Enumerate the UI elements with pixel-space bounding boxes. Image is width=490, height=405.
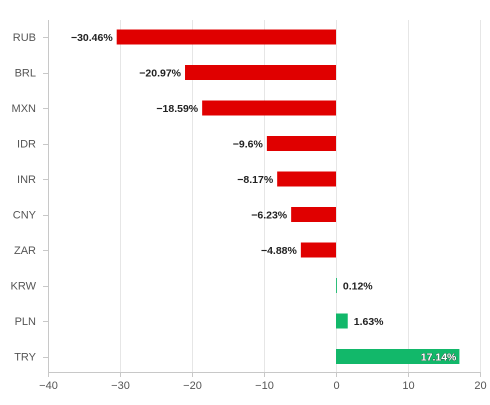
bar [291, 207, 336, 222]
bar [300, 242, 336, 258]
labels: RUB −30.46% BRL −20.97% MXN −18.59% IDR −9.6% IN… [11, 32, 458, 364]
x-tick-label: 10 [402, 380, 414, 392]
bar [336, 313, 348, 329]
x-tick-label: 20 [474, 380, 486, 392]
axes: −40 −30 −20 −10 0 10 20 [39, 20, 487, 392]
value-label: −9.6% [233, 139, 264, 151]
x-tick-label: −20 [183, 380, 202, 392]
bars [116, 29, 460, 364]
value-label: −20.97% [139, 68, 181, 80]
value-label: −4.88% [261, 245, 298, 257]
category-label: INR [17, 174, 36, 186]
category-label: KRW [11, 281, 37, 293]
bar [266, 136, 336, 151]
category-label: PLN [15, 316, 36, 328]
value-label: −8.17% [237, 174, 274, 186]
bar [336, 349, 460, 364]
category-label: IDR [17, 139, 36, 151]
x-tick-label: −10 [255, 380, 274, 392]
bar [277, 171, 336, 187]
category-label: CNY [13, 210, 37, 222]
category-label: TRY [14, 352, 36, 364]
x-tick-label: 0 [333, 380, 339, 392]
bar [336, 278, 337, 293]
x-tick-label: −30 [111, 380, 130, 392]
category-label: ZAR [14, 245, 36, 257]
x-tick-label: −40 [39, 380, 58, 392]
value-label: −18.59% [156, 103, 198, 115]
category-label: RUB [13, 32, 36, 44]
bar [185, 65, 336, 80]
value-label: 17.14% [421, 352, 457, 364]
value-label: 0.12% [343, 281, 373, 293]
value-label: −6.23% [251, 210, 288, 222]
bar [116, 29, 336, 45]
category-label: MXN [12, 103, 37, 115]
value-label: 1.63% [354, 316, 384, 328]
value-label: −30.46% [71, 32, 113, 44]
bar [202, 100, 336, 116]
category-label: BRL [15, 68, 36, 80]
